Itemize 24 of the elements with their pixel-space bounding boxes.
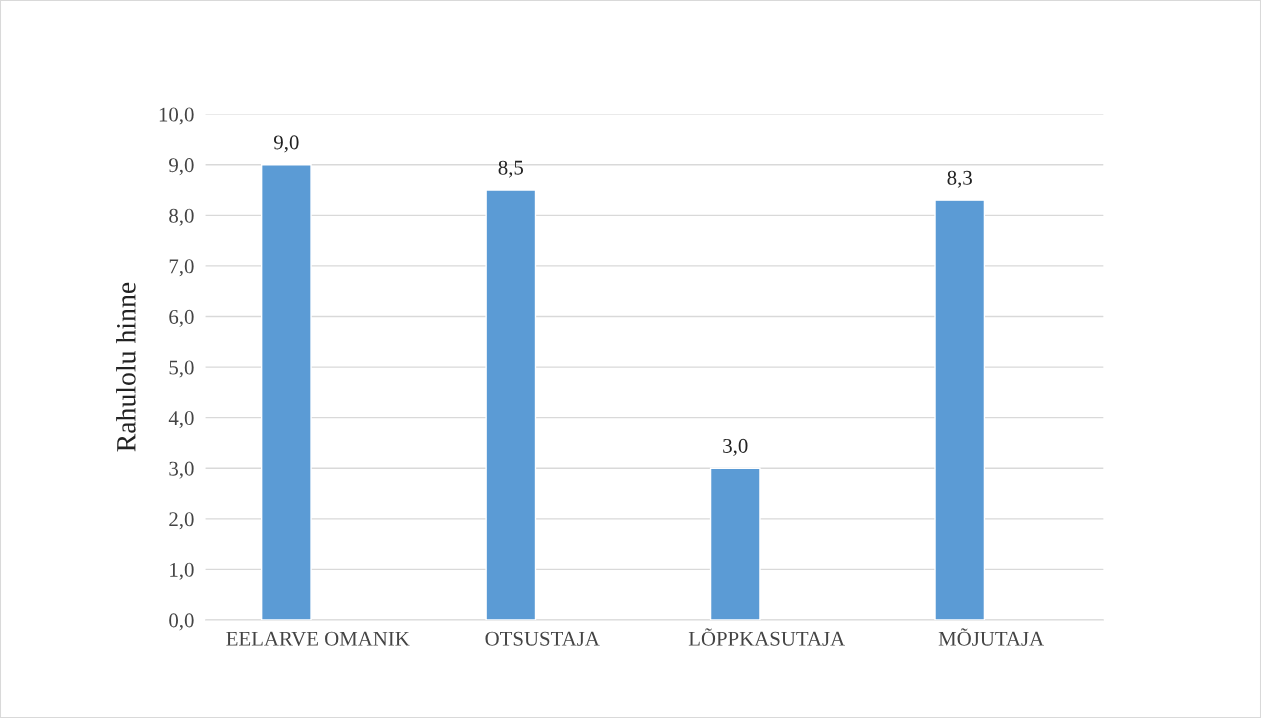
data-label: 3,0 xyxy=(723,438,748,456)
data-label: 9,0 xyxy=(274,135,299,153)
bar xyxy=(709,467,761,620)
x-tick-label: OTSUSTAJA xyxy=(485,631,600,646)
data-label: 8,5 xyxy=(498,160,524,178)
x-tick-label: MÕJUTAJA xyxy=(938,628,1044,646)
bar xyxy=(260,164,312,620)
bar xyxy=(934,199,986,620)
y-tick-label: 7,0 xyxy=(169,259,194,277)
x-tick-label: LÕPPKASUTAJA xyxy=(688,628,845,646)
y-tick-label: 1,0 xyxy=(170,562,194,580)
x-tick-label: EELARVE OMANIK xyxy=(226,631,410,646)
y-tick-label: 5,0 xyxy=(169,360,194,378)
y-tick-label: 0,0 xyxy=(169,613,194,631)
y-tick-label: 8,0 xyxy=(169,208,194,226)
y-tick-label: 4,0 xyxy=(168,411,194,429)
bar xyxy=(485,189,537,620)
y-axis-title: Rahulolu hinne xyxy=(116,282,136,452)
y-tick-label: 3,0 xyxy=(169,461,194,479)
y-tick-label: 2,0 xyxy=(169,512,194,530)
data-label: 8,3 xyxy=(947,170,972,188)
y-tick-label: 6,0 xyxy=(169,309,194,327)
y-tick-label: 9,0 xyxy=(169,158,194,176)
y-tick-label: 10,0 xyxy=(159,107,194,125)
